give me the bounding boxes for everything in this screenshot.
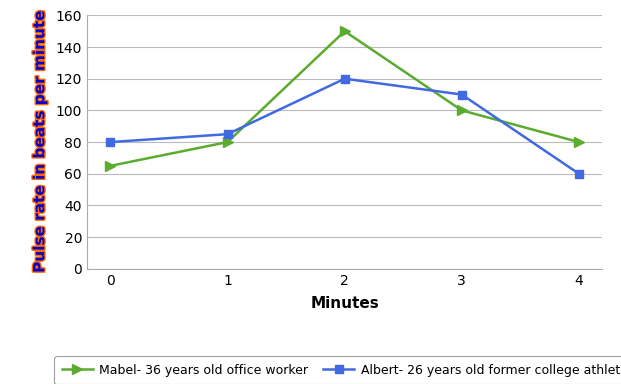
Mabel- 36 years old office worker — [224, 140, 231, 144]
Albert- 26 years old former college athlete — [458, 92, 466, 97]
Line: Albert- 26 years old former college athlete: Albert- 26 years old former college athl… — [106, 74, 583, 178]
Albert- 26 years old former college athlete — [107, 140, 114, 144]
Mabel- 36 years old office worker — [107, 164, 114, 168]
X-axis label: Minutes: Minutes — [310, 296, 379, 311]
Albert- 26 years old former college athlete — [341, 76, 348, 81]
Line: Mabel- 36 years old office worker: Mabel- 36 years old office worker — [106, 26, 584, 171]
Albert- 26 years old former college athlete — [575, 171, 582, 176]
Y-axis label: Pulse rate in beats per minute: Pulse rate in beats per minute — [32, 11, 47, 273]
Legend: Mabel- 36 years old office worker, Albert- 26 years old former college athlete: Mabel- 36 years old office worker, Alber… — [54, 356, 621, 384]
Mabel- 36 years old office worker — [575, 140, 582, 144]
Albert- 26 years old former college athlete — [224, 132, 231, 136]
Mabel- 36 years old office worker — [341, 29, 348, 33]
Mabel- 36 years old office worker — [458, 108, 466, 113]
